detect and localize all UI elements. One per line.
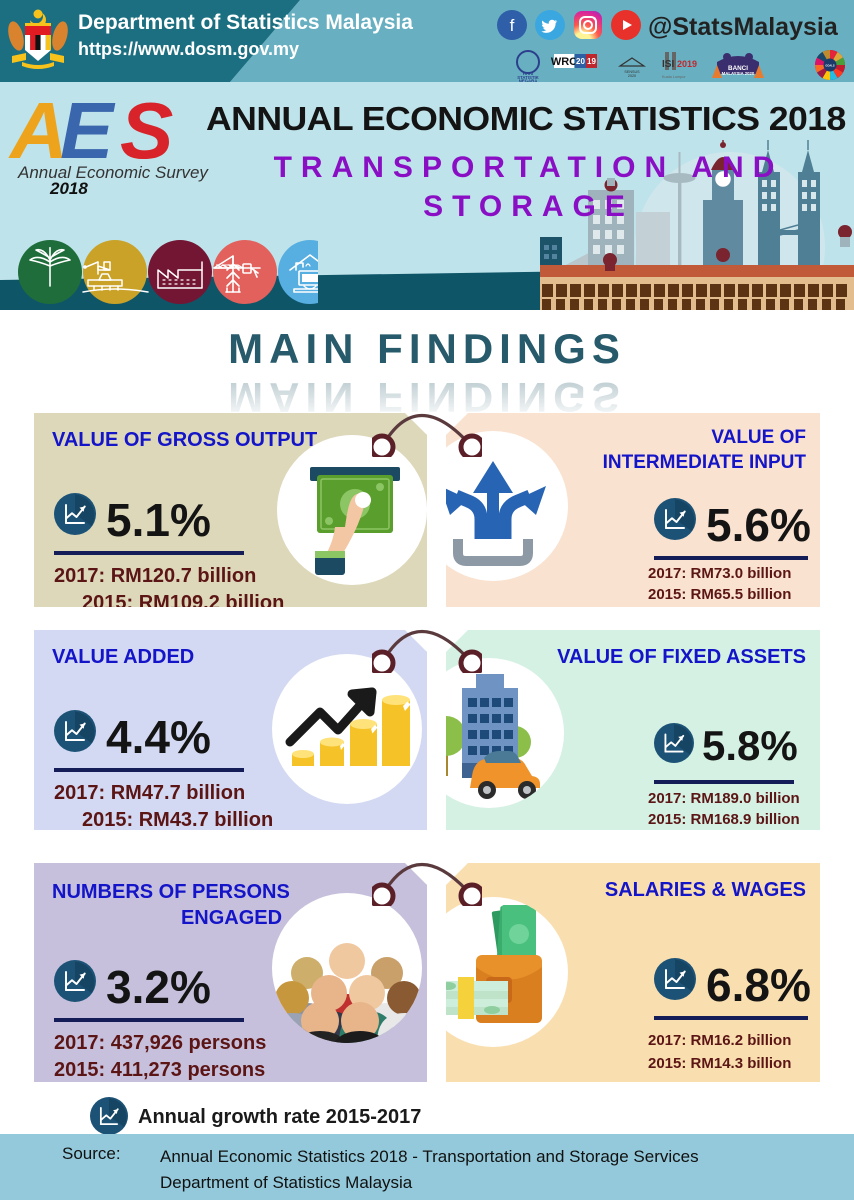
svg-text:ISI: ISI: [662, 59, 674, 70]
svg-text:Annual Economic Survey: Annual Economic Survey: [17, 163, 209, 182]
svg-text:2020: 2020: [628, 74, 636, 78]
svg-text:19: 19: [587, 57, 596, 66]
svg-text:MALAYSIA 2020: MALAYSIA 2020: [722, 71, 755, 76]
svg-text:2019: 2019: [677, 59, 697, 69]
svg-text:GOALS: GOALS: [825, 64, 834, 68]
svg-text:f: f: [510, 16, 515, 35]
svg-text:20: 20: [576, 57, 585, 66]
svg-text:2018: 2018: [49, 179, 88, 198]
svg-text:WRC: WRC: [551, 56, 577, 68]
svg-text:Kuala Lumpur: Kuala Lumpur: [662, 75, 686, 79]
